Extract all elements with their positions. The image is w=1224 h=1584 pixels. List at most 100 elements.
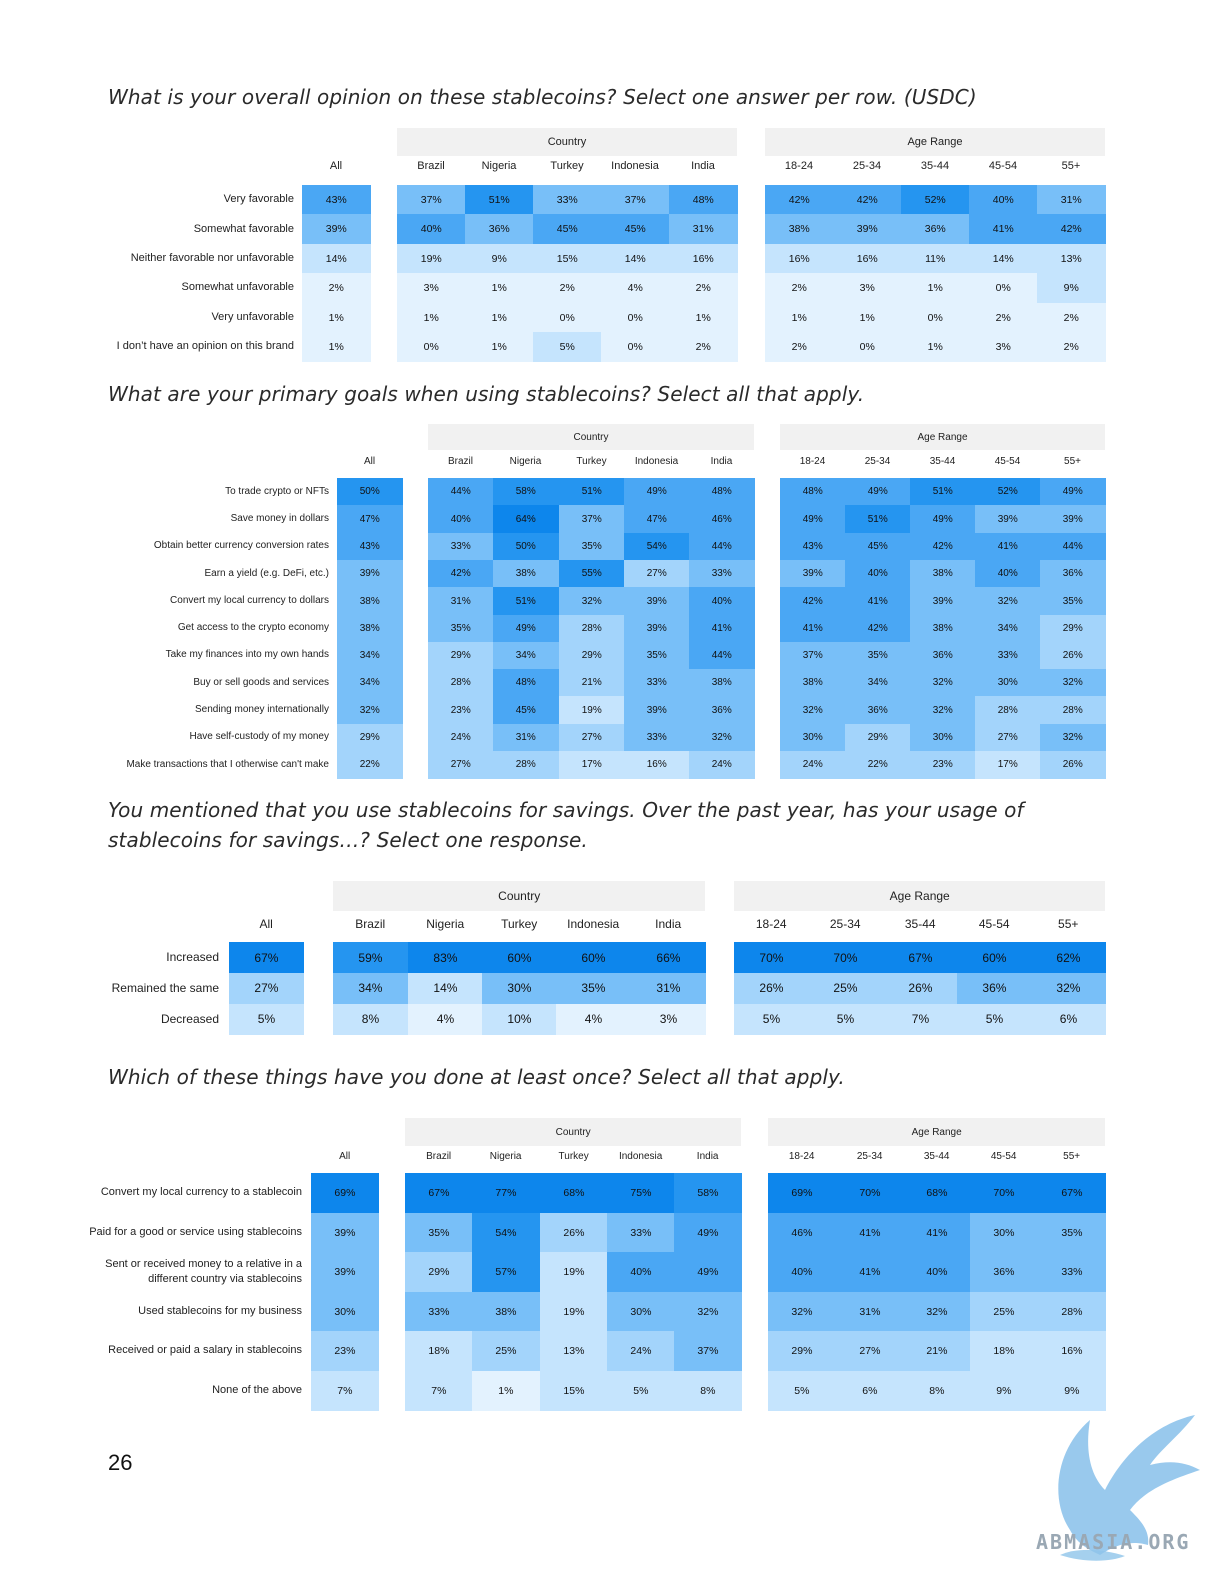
heatmap-cell: 51% [493, 587, 559, 615]
heatmap-cell: 42% [845, 614, 911, 643]
heatmap-cell: 35% [624, 641, 690, 670]
heatmap-cell: 29% [337, 723, 403, 752]
heatmap-cell: 69% [768, 1173, 836, 1213]
column-header-age: 35-44 [923, 1151, 950, 1162]
heatmap-cell: 46% [689, 505, 755, 534]
heatmap-cell: 7% [405, 1370, 473, 1411]
heatmap-cell: 0% [601, 332, 670, 362]
heatmap-cell: 3% [833, 273, 902, 304]
heatmap-cell: 46% [768, 1212, 836, 1253]
heatmap-cell: 32% [768, 1291, 836, 1332]
heatmap-cell: 5% [808, 1003, 883, 1035]
heatmap-cell: 28% [1038, 1291, 1106, 1332]
column-header-age: 35-44 [904, 917, 936, 931]
heatmap-cell: 1% [765, 302, 834, 333]
heatmap-cell: 9% [1038, 1370, 1106, 1411]
heatmap-cell: 35% [1040, 587, 1106, 615]
column-header-country: Turkey [501, 917, 538, 931]
row-label: Remained the same [111, 981, 219, 995]
heatmap-cell: 10% [482, 1003, 557, 1035]
row-label: Sent or received money to a relative in … [105, 1257, 302, 1285]
heatmap-cell: 37% [674, 1331, 742, 1371]
heatmap-cell: 0% [397, 332, 466, 362]
row-label: Get access to the crypto economy [177, 622, 329, 634]
heatmap-cell: 1% [833, 302, 902, 333]
heatmap-cell: 33% [624, 723, 690, 752]
heatmap-cell: 60% [482, 942, 557, 974]
heatmap-cell: 39% [624, 614, 690, 643]
heatmap-cell: 14% [601, 243, 670, 274]
heatmap-cell: 62% [1031, 942, 1106, 974]
column-header-all: All [259, 917, 273, 931]
column-header-all: All [329, 160, 343, 172]
group-header-age-range: Age Range [768, 1118, 1106, 1146]
heatmap-cell: 40% [428, 505, 494, 534]
heatmap-cell: 16% [624, 751, 690, 779]
heatmap-cell: 32% [1031, 972, 1106, 1005]
heatmap-cell: 34% [337, 669, 403, 697]
column-header-age: 18-24 [799, 456, 826, 467]
row-label: Increased [166, 950, 219, 965]
question-title: What is your overall opinion on these st… [108, 85, 977, 109]
column-header-country: Nigeria [509, 456, 542, 467]
heatmap-cell: 39% [975, 505, 1041, 534]
heatmap-cell: 70% [836, 1173, 904, 1213]
column-header-age: 18-24 [784, 160, 814, 172]
heatmap-cell: 47% [624, 505, 690, 534]
heatmap-cell: 49% [1040, 478, 1106, 506]
heatmap-cell: 35% [556, 972, 631, 1005]
heatmap-cell: 2% [302, 273, 371, 304]
heatmap-cell: 16% [833, 243, 902, 274]
heatmap-cell: 27% [428, 751, 494, 779]
heatmap-cell: 32% [674, 1291, 742, 1332]
heatmap-cell: 41% [845, 587, 911, 615]
heatmap-cell: 40% [975, 559, 1041, 588]
column-header-country: Brazil [426, 1151, 452, 1162]
heatmap-cell: 28% [493, 751, 559, 779]
heatmap-cell: 39% [833, 214, 902, 245]
heatmap-cell: 31% [428, 587, 494, 615]
heatmap-cell: 35% [405, 1212, 473, 1253]
heatmap-cell: 27% [624, 559, 690, 588]
group-header-age-range: Age Range [780, 424, 1105, 450]
watermark-logo-icon [1058, 1415, 1200, 1561]
heatmap-cell: 31% [631, 972, 706, 1005]
heatmap-cell: 29% [845, 723, 911, 752]
heatmap-cell: 44% [428, 478, 494, 506]
heatmap-cell: 42% [910, 532, 976, 561]
heatmap-cell: 6% [1031, 1003, 1106, 1035]
heatmap-cell: 45% [493, 696, 559, 725]
heatmap-cell: 22% [337, 751, 403, 779]
heatmap-cell: 5% [533, 332, 602, 362]
row-label: Save money in dollars [230, 512, 329, 524]
heatmap-cell: 32% [975, 587, 1041, 615]
heatmap-cell: 19% [397, 243, 466, 274]
heatmap-cell: 49% [624, 478, 690, 506]
heatmap-cell: 41% [903, 1212, 971, 1253]
heatmap-cell: 41% [780, 614, 846, 643]
row-label: To trade crypto or NFTs [225, 485, 329, 497]
heatmap-cell: 83% [408, 942, 483, 974]
heatmap-cell: 5% [607, 1370, 675, 1411]
heatmap-cell: 24% [780, 751, 846, 779]
heatmap-cell: 41% [975, 532, 1041, 561]
heatmap-cell: 67% [229, 942, 304, 974]
heatmap-cell: 27% [836, 1331, 904, 1371]
heatmap-cell: 45% [533, 214, 602, 245]
heatmap-cell: 40% [969, 185, 1038, 215]
heatmap-cell: 24% [428, 723, 494, 752]
heatmap-cell: 16% [765, 243, 834, 274]
heatmap-cell: 26% [540, 1212, 608, 1253]
heatmap-cell: 26% [883, 972, 958, 1005]
heatmap-cell: 34% [337, 641, 403, 670]
heatmap-cell: 36% [901, 214, 970, 245]
column-header-all: All [363, 456, 376, 467]
heatmap-cell: 11% [901, 243, 970, 274]
column-header-country: Brazil [355, 917, 386, 931]
heatmap-cell: 18% [405, 1331, 473, 1371]
heatmap-cell: 34% [845, 669, 911, 697]
column-header-country: Indonesia [611, 160, 659, 172]
heatmap-cell: 19% [540, 1291, 608, 1332]
column-header-age: 18-24 [755, 917, 787, 931]
question-title: What are your primary goals when using s… [108, 382, 865, 406]
